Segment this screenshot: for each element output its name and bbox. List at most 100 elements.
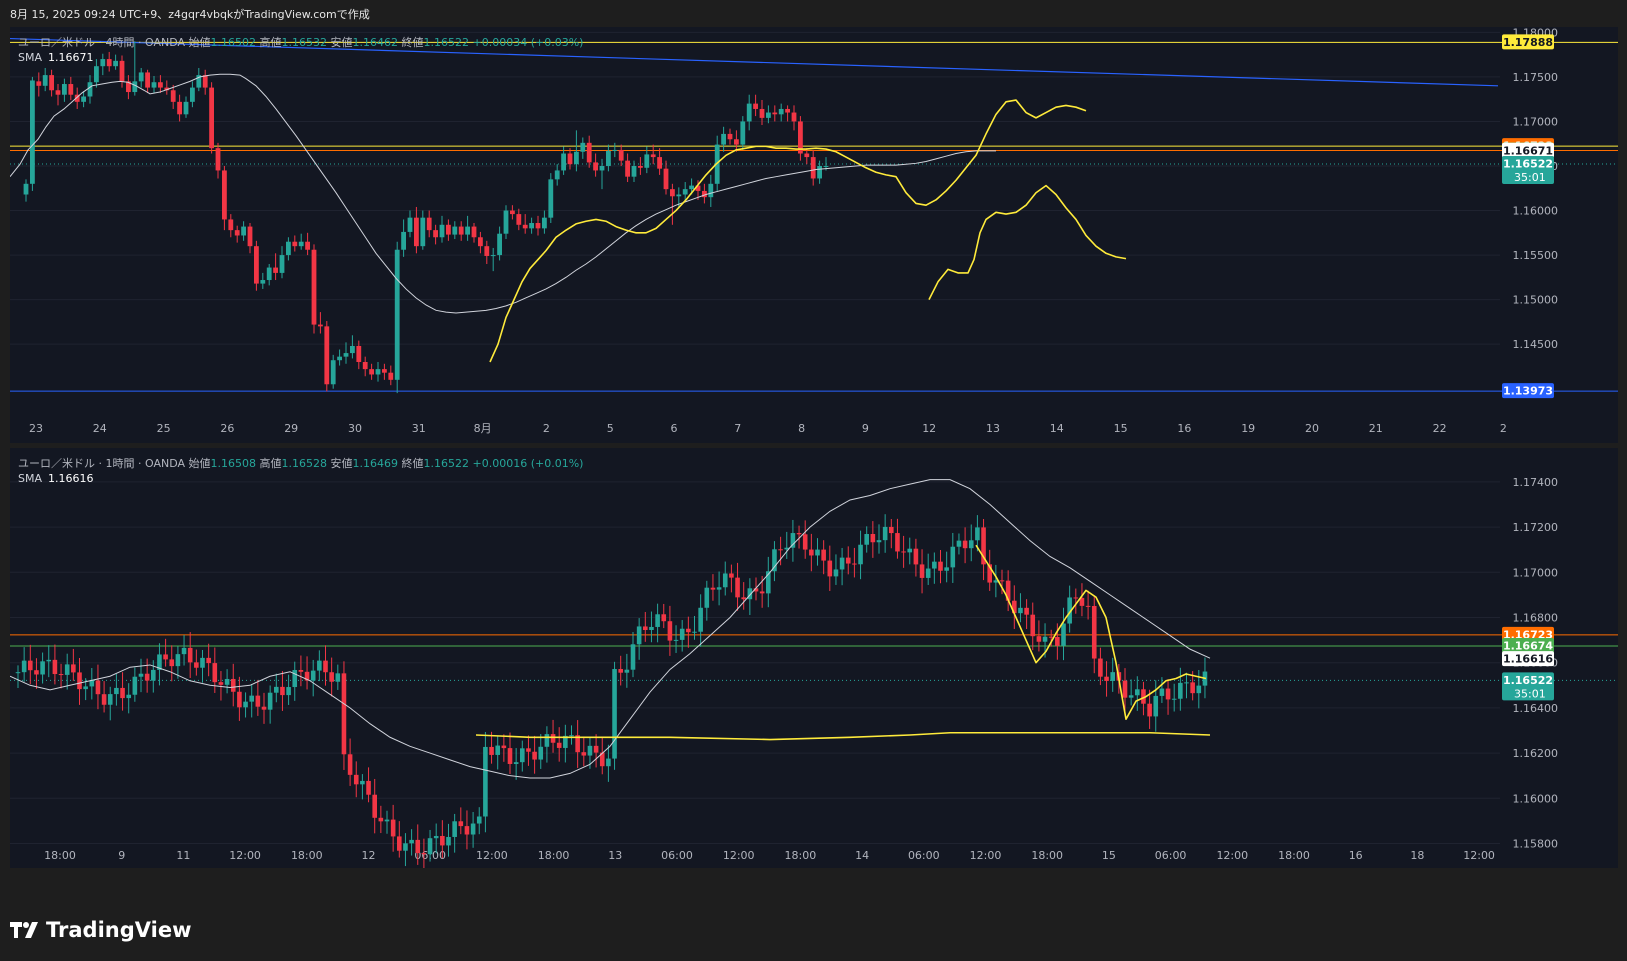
candle (636, 626, 642, 645)
price-tick-label: 1.14500 (1513, 338, 1559, 351)
candle (1159, 688, 1165, 696)
sma-legend-1h[interactable]: SMA 1.16616 (18, 472, 94, 485)
candle (839, 557, 845, 570)
candle (968, 540, 974, 549)
time-tick-label: 16 (1177, 422, 1191, 435)
candle (372, 794, 377, 818)
candle (356, 345, 362, 362)
time-tick-label: 7 (734, 422, 741, 435)
candle (292, 241, 298, 247)
candle (655, 614, 660, 627)
candle (507, 748, 513, 764)
candle (766, 112, 771, 118)
candle (612, 149, 618, 151)
candle (975, 527, 980, 541)
candle (181, 647, 187, 655)
candle (544, 734, 550, 747)
candle (58, 674, 64, 676)
candle (802, 534, 808, 550)
chart-canvas-4h[interactable]: 1.180001.175001.170001.165001.160001.155… (10, 27, 1618, 443)
chart-canvas-1h[interactable]: 1.174001.172001.170001.168001.166001.164… (10, 448, 1618, 868)
candle (415, 839, 421, 854)
candle (522, 224, 528, 229)
candle (785, 108, 790, 113)
time-tick-label: 15 (1114, 422, 1128, 435)
candle (196, 75, 202, 88)
candle (40, 661, 45, 675)
candle (132, 676, 138, 695)
candle (581, 752, 587, 756)
candle (401, 231, 406, 250)
candle (94, 66, 99, 83)
candle (698, 607, 703, 632)
candle (28, 660, 33, 671)
candle (200, 657, 205, 668)
candle (120, 687, 125, 699)
candle (1030, 614, 1036, 637)
candle (157, 654, 162, 670)
candle (870, 533, 876, 543)
candle (420, 217, 426, 247)
sma-legend-4h[interactable]: SMA 1.16671 (18, 51, 94, 64)
price-tick-label: 1.17000 (1513, 115, 1559, 128)
candle (772, 112, 778, 115)
candle (618, 669, 623, 673)
chart-pane-1h[interactable]: 1.174001.172001.170001.168001.166001.164… (10, 448, 1618, 868)
candle (784, 547, 790, 550)
candle (305, 241, 310, 250)
candle (729, 573, 734, 578)
price-badge: 1.16674 (1502, 637, 1554, 653)
candle (100, 59, 106, 67)
candle (433, 230, 438, 238)
candle (175, 654, 181, 667)
candle (318, 324, 323, 327)
time-tick-label: 13 (608, 849, 622, 862)
candle (532, 751, 537, 760)
candle (747, 588, 753, 600)
candle (778, 549, 783, 551)
time-tick-label: 31 (412, 422, 426, 435)
chart-pane-4h[interactable]: 1.180001.175001.170001.165001.160001.155… (10, 27, 1618, 443)
candle (1042, 636, 1048, 642)
time-tick-label: 5 (607, 422, 614, 435)
candle (89, 680, 95, 687)
candle (107, 694, 113, 705)
candle (858, 544, 863, 565)
candle (458, 226, 464, 235)
candle (394, 249, 400, 380)
candle (673, 639, 679, 641)
tradingview-logo[interactable]: TradingView (10, 918, 191, 942)
candle (353, 774, 359, 785)
countdown-label: 35:01 (1514, 687, 1546, 700)
candle (821, 549, 826, 561)
candle (722, 573, 728, 588)
candle (55, 90, 61, 95)
price-tick-label: 1.17000 (1513, 566, 1559, 579)
candle (347, 754, 353, 775)
candle (426, 217, 432, 231)
candle (243, 701, 248, 708)
candle (734, 139, 739, 145)
price-badge-bg (1502, 651, 1554, 667)
candle (1024, 607, 1029, 615)
candle (710, 587, 716, 590)
drawing-curve (975, 544, 1207, 720)
candle (439, 224, 445, 238)
change-value: +0.00034 (+0.03%) (472, 36, 584, 49)
candle (343, 353, 349, 357)
candle (567, 153, 573, 165)
candle (513, 762, 519, 764)
candle (292, 669, 298, 688)
candle (138, 72, 144, 82)
candle (132, 81, 138, 93)
candle (535, 223, 541, 229)
candle (202, 75, 208, 88)
time-tick-label: 8 (798, 422, 805, 435)
candle (804, 153, 810, 158)
candle (234, 230, 240, 236)
time-tick-label: 23 (29, 422, 43, 435)
drawing-curve (475, 731, 1211, 741)
candle (194, 662, 199, 668)
symbol-label: ユーロ／米ドル · 1時間 · OANDA (18, 457, 185, 470)
candle (798, 121, 803, 154)
